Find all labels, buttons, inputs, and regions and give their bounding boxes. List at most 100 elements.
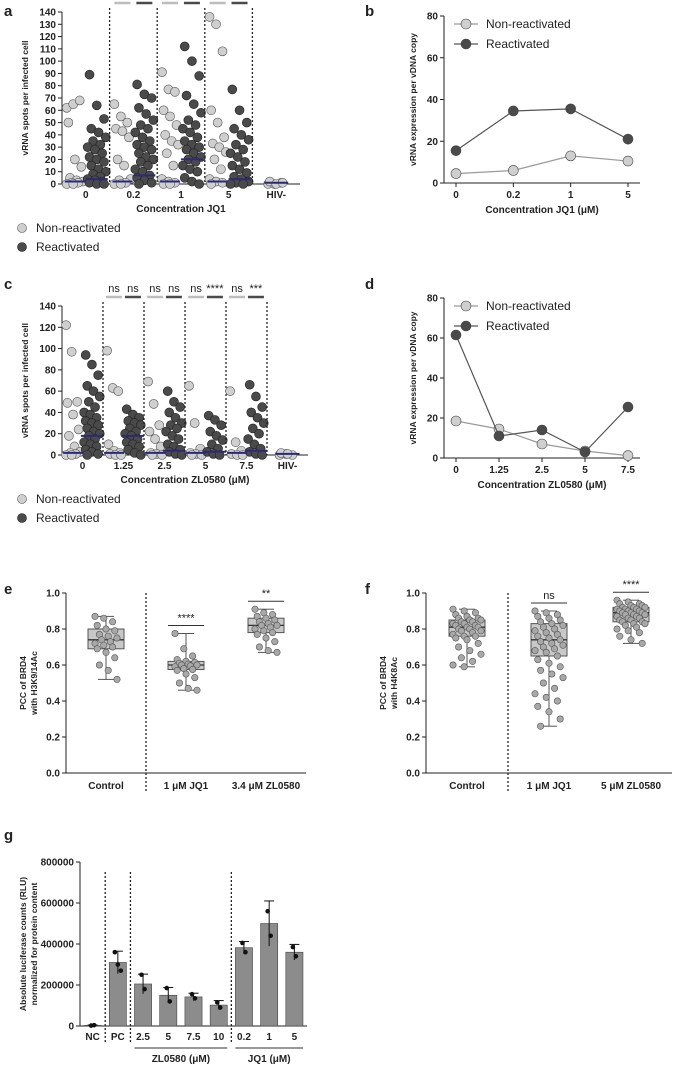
significance-label: **** xyxy=(206,283,224,295)
series-line-reactivated xyxy=(455,108,629,152)
data-point-reactivated xyxy=(99,114,109,124)
y-tick-label: 60 xyxy=(427,53,439,64)
data-point xyxy=(553,611,561,619)
data-point xyxy=(100,641,108,649)
x-tick-label: 1 xyxy=(178,190,184,201)
data-point xyxy=(633,623,641,631)
x-tick-label: 1 μM JQ1 xyxy=(164,781,209,792)
data-point-reactivated xyxy=(257,402,267,412)
data-point xyxy=(457,627,465,635)
y-tick-label: 200000 xyxy=(41,981,75,992)
y-axis-title-line: with H3K9/14Ac xyxy=(29,651,39,716)
y-tick-label: 100 xyxy=(39,344,56,355)
y-axis-title-line: with H4K8Ac xyxy=(389,657,399,710)
data-point-reactivated xyxy=(148,154,159,165)
replicate-point xyxy=(115,962,121,967)
data-point-non-reactivated xyxy=(74,95,85,106)
x-tick-label: 0 xyxy=(453,465,459,476)
y-axis-title-line: PCC of BRD4 xyxy=(18,656,28,710)
series-point xyxy=(622,401,634,413)
data-point-reactivated xyxy=(243,434,253,444)
data-point-reactivated xyxy=(241,117,252,128)
x-tick-label: 3.4 μM ZL0580 xyxy=(232,781,301,792)
y-tick-label: 30 xyxy=(45,143,57,154)
replicate-point xyxy=(290,944,296,950)
data-point xyxy=(102,625,110,633)
data-point-reactivated xyxy=(134,179,144,189)
legend-marker xyxy=(460,320,472,332)
data-point-non-reactivated xyxy=(62,398,73,408)
x-tick-label: 7.5 xyxy=(240,461,254,472)
legend-label: Reactivated xyxy=(486,37,549,51)
data-point xyxy=(534,632,542,640)
legend-marker-reactivated xyxy=(17,242,27,252)
data-point xyxy=(553,652,561,660)
series-point xyxy=(622,133,634,145)
x-tick-label: 2.5 xyxy=(158,461,172,472)
data-point-reactivated xyxy=(234,105,245,116)
data-point xyxy=(463,636,471,644)
y-tick-label: 0.6 xyxy=(406,661,420,672)
data-point-non-reactivated xyxy=(61,320,71,330)
data-point-reactivated xyxy=(196,107,206,118)
y-tick-label: 0.4 xyxy=(406,697,420,708)
data-point-non-reactivated xyxy=(162,148,172,159)
y-tick-label: 10 xyxy=(45,167,57,178)
data-point-reactivated xyxy=(93,370,103,380)
data-point-reactivated xyxy=(194,179,204,189)
replicate-point xyxy=(217,1005,223,1010)
data-point xyxy=(111,654,119,662)
data-point xyxy=(559,641,567,649)
legend-label: Reactivated xyxy=(486,319,549,333)
data-point-non-reactivated xyxy=(147,450,158,460)
y-tick-label: 0 xyxy=(432,454,438,465)
data-point-non-reactivated xyxy=(157,67,167,77)
data-point xyxy=(109,643,117,651)
data-point xyxy=(531,627,539,635)
y-tick-label: 40 xyxy=(427,95,439,106)
data-point-non-reactivated xyxy=(158,105,169,116)
data-point-non-reactivated xyxy=(143,376,153,387)
x-tick-label: HIV- xyxy=(266,190,285,201)
data-point xyxy=(537,666,545,674)
y-axis-title: vRNA expression per vDNA copy xyxy=(408,311,418,444)
data-point xyxy=(189,652,197,660)
data-point-non-reactivated xyxy=(63,117,74,128)
data-point xyxy=(542,609,550,617)
data-point xyxy=(264,647,272,655)
replicate-point xyxy=(112,949,118,955)
x-tick-label: 5 xyxy=(625,190,631,201)
significance-label: ns xyxy=(127,283,139,295)
y-axis-title: Absolute luciferase counts (RLU)normaliz… xyxy=(18,877,39,1011)
data-point-reactivated xyxy=(94,391,105,402)
data-point xyxy=(100,614,108,622)
data-point xyxy=(531,647,539,655)
x-tick-label: NC xyxy=(85,1032,99,1043)
y-tick-label: 80 xyxy=(45,81,57,92)
data-point xyxy=(253,630,261,638)
data-point-reactivated xyxy=(244,379,255,390)
data-point-reactivated xyxy=(87,359,97,370)
series-point xyxy=(622,155,634,167)
data-point-reactivated xyxy=(143,123,153,134)
x-tick-label: 1 μM JQ1 xyxy=(527,781,572,792)
data-point-reactivated xyxy=(194,71,204,81)
panel-d: 0 20 40 60 80 0 1.25 2.5 5 7.5 Concentration ZL058… xyxy=(408,294,640,491)
y-tick-label: 20 xyxy=(45,429,57,440)
data-point-reactivated xyxy=(172,423,182,434)
x-tick-label: 2.5 xyxy=(136,1032,150,1043)
data-point xyxy=(262,634,270,642)
x-tick-label: PC xyxy=(111,1032,125,1043)
y-tick-label: 800000 xyxy=(41,858,75,869)
x-tick-label: Control xyxy=(449,781,485,792)
x-tick-label: 0 xyxy=(80,461,86,472)
data-point xyxy=(449,605,457,613)
data-point xyxy=(193,661,201,669)
data-point xyxy=(553,697,561,705)
data-point xyxy=(542,629,550,637)
data-point xyxy=(260,627,268,635)
x-tick-label: 0.2 xyxy=(506,190,520,201)
y-axis-title-line: normalized for protein content xyxy=(29,882,39,1005)
data-point xyxy=(452,634,460,642)
